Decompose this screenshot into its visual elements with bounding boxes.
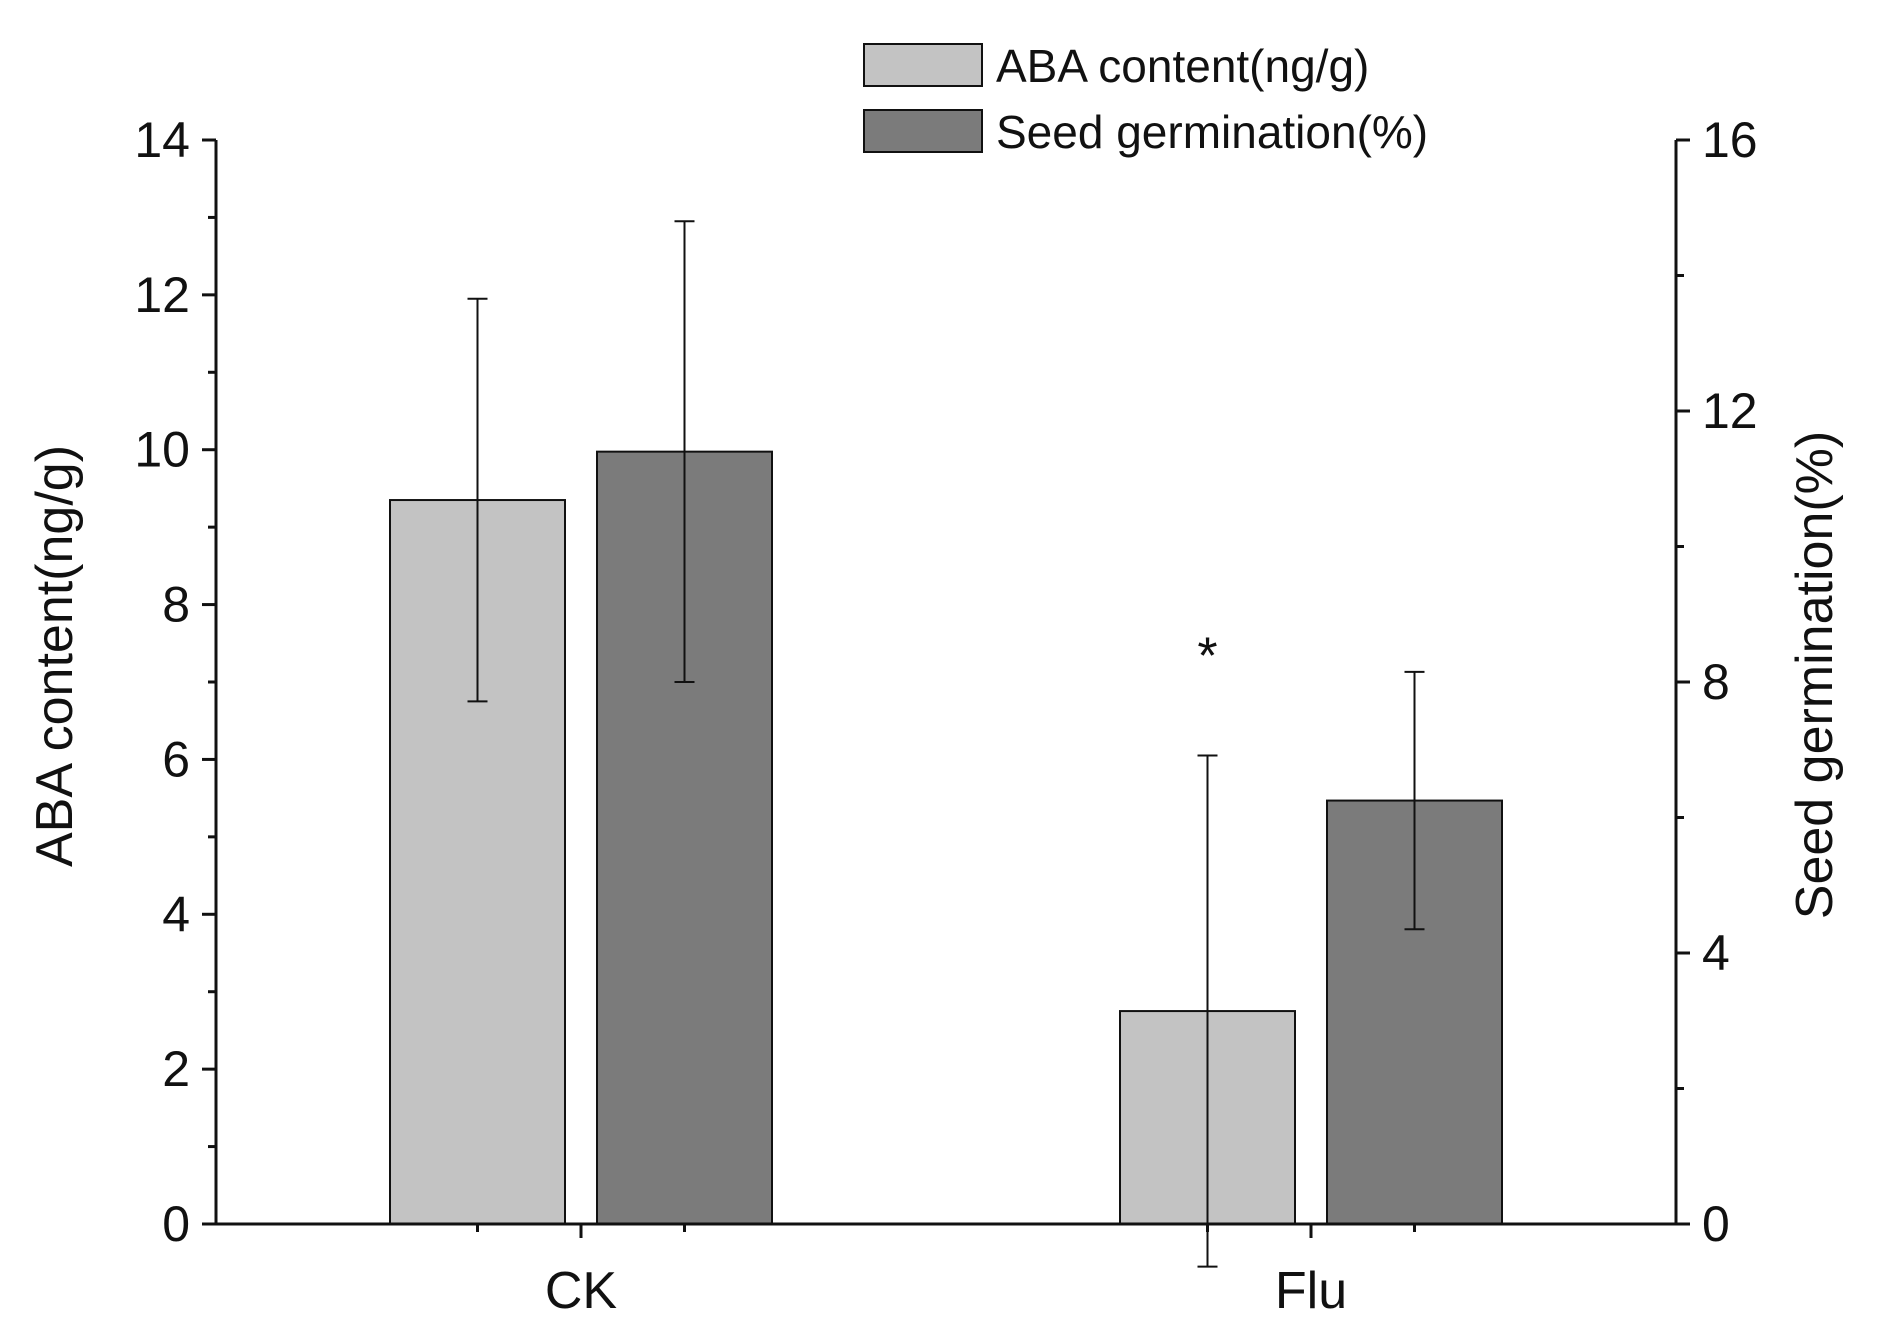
y-left-tick-label: 12 — [134, 267, 190, 323]
y-right-tick-label: 4 — [1702, 925, 1730, 981]
y-right-tick-label: 12 — [1702, 383, 1758, 439]
legend-swatch-aba — [863, 43, 983, 87]
y-axis-title-left: ABA content(ng/g) — [26, 445, 84, 867]
legend-label-aba: ABA content(ng/g) — [996, 40, 1369, 92]
x-category-label: Flu — [1275, 1262, 1347, 1320]
axes: 0 2 4 6 8 10 12 14 0 4 8 12 16 CK Flu — [134, 112, 1757, 1320]
y-right-tick-label: 8 — [1702, 654, 1730, 710]
y-left-tick-label: 6 — [162, 731, 190, 787]
y-right-tick-label: 0 — [1702, 1196, 1730, 1252]
y-left-tick-label: 2 — [162, 1041, 190, 1097]
significance-annotation: * — [1197, 628, 1217, 686]
legend-label-germination: Seed germination(%) — [996, 106, 1428, 158]
y-left-tick-label: 14 — [134, 112, 190, 168]
y-left-tick-label: 8 — [162, 577, 190, 633]
y-axis-title-right: Seed germination(%) — [1786, 431, 1844, 919]
y-left-tick-label: 10 — [134, 422, 190, 478]
error-bars: * — [467, 220, 1425, 1268]
x-category-label: CK — [545, 1262, 618, 1320]
y-right-tick-label: 16 — [1702, 112, 1758, 168]
y-left-tick-label: 4 — [162, 886, 190, 942]
bars — [389, 450, 1503, 1225]
legend-swatch-germination — [863, 109, 983, 153]
legend: ABA content(ng/g) Seed germination(%) — [863, 40, 1428, 158]
y-left-tick-label: 0 — [162, 1196, 190, 1252]
